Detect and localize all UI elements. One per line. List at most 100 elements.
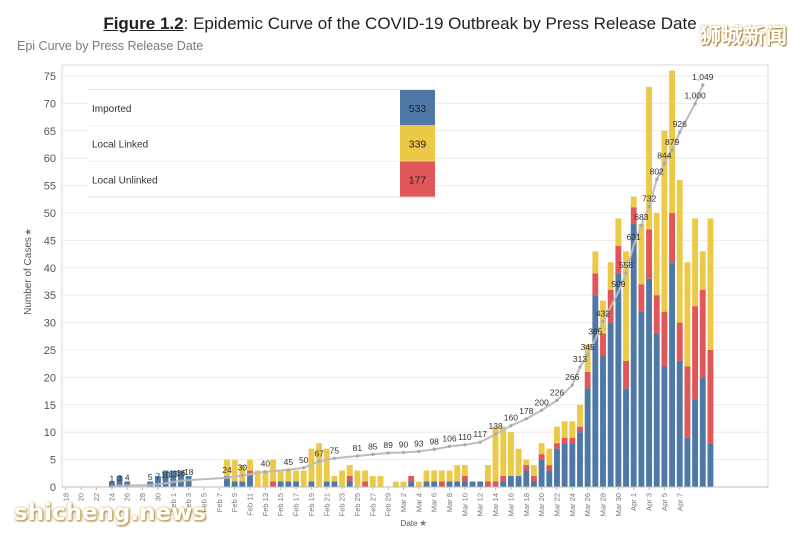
x-tick-label: Feb 17 — [292, 493, 301, 516]
bar-local-linked — [247, 459, 253, 471]
x-tick-label: Apr 1 — [629, 493, 638, 511]
cumulative-point — [540, 408, 544, 412]
bar-local-linked — [277, 470, 284, 482]
bars — [108, 70, 714, 487]
cumulative-point — [179, 479, 183, 483]
legend-row — [88, 90, 436, 126]
x-axis-pin-icon: ★ — [419, 519, 427, 529]
bar-local-unlinked — [684, 366, 691, 438]
cumulative-label: 18 — [184, 467, 194, 477]
bar-imported — [178, 470, 184, 487]
cumulative-point — [678, 130, 682, 134]
bar-local-unlinked — [653, 295, 660, 334]
cumulative-label: 200 — [535, 397, 549, 407]
bar-imported — [454, 481, 461, 487]
bar-local-unlinked — [492, 481, 499, 487]
bar-imported — [277, 481, 284, 487]
bar-local-linked — [538, 443, 545, 455]
bar-imported — [531, 481, 537, 487]
cumulative-label: 313 — [573, 354, 587, 364]
cumulative-label: 226 — [550, 387, 564, 397]
cumulative-label: 50 — [299, 455, 309, 465]
bar-local-linked — [392, 481, 399, 487]
cumulative-label: 5 — [148, 472, 153, 482]
x-tick-label: Feb 21 — [322, 493, 331, 516]
cumulative-label: 631 — [627, 232, 641, 242]
x-tick-label: Feb 15 — [276, 493, 285, 516]
bar-imported — [308, 481, 315, 487]
bar-local-linked — [262, 470, 269, 487]
x-tick-label: Apr 7 — [675, 493, 684, 511]
cumulative-label: 93 — [414, 438, 424, 448]
x-tick-label: Feb 9 — [230, 493, 239, 512]
bar-local-linked — [546, 448, 553, 466]
x-tick-label: Mar 20 — [537, 493, 546, 516]
cumulative-label: 85 — [368, 441, 378, 451]
x-tick-label: 30 — [153, 493, 162, 501]
x-tick-label: 26 — [123, 493, 132, 501]
cumulative-point — [355, 454, 359, 458]
bar-local-linked — [331, 476, 338, 482]
legend-row — [88, 161, 436, 198]
bar-local-unlinked — [638, 284, 645, 312]
x-tick-label: Feb 29 — [384, 493, 393, 516]
bar-local-linked — [285, 470, 292, 482]
cumulative-label: 81 — [353, 443, 363, 453]
cumulative-label: 75 — [330, 445, 340, 455]
cumulative-point — [148, 483, 152, 487]
x-tick-label: Mar 12 — [476, 493, 485, 516]
cumulative-label: 683 — [634, 212, 648, 222]
cumulative-label: 10 — [161, 470, 171, 480]
cumulative-label: 1,000 — [684, 91, 706, 101]
legend: Imported 533 Local Linked 339 Local Unlinked… — [88, 89, 436, 198]
bar-local-unlinked — [408, 476, 415, 482]
bar-local-linked — [699, 251, 706, 290]
bar-imported — [154, 476, 161, 487]
y-tick-label: 10 — [44, 427, 56, 439]
cumulative-label: 45 — [284, 457, 294, 467]
y-tick-label: 55 — [44, 181, 56, 193]
legend-label: Local Linked — [92, 140, 148, 151]
cumulative-point — [655, 178, 659, 182]
bar-local-linked — [661, 130, 668, 312]
y-tick-label: 15 — [44, 400, 56, 412]
bar-local-unlinked — [707, 349, 714, 444]
cumulative-label: 879 — [665, 137, 679, 147]
bar-imported — [538, 459, 545, 487]
x-tick-label: Feb 5 — [200, 493, 209, 512]
figure-title-text: : Epidemic Curve of the COVID-19 Outbrea… — [183, 14, 697, 33]
y-tick-label: 5 — [50, 455, 56, 467]
bar-imported — [653, 333, 660, 487]
cumulative-point — [371, 452, 375, 456]
cumulative-label: 4 — [125, 473, 130, 483]
bar-local-linked — [569, 421, 576, 438]
cumulative-point — [171, 480, 175, 484]
bar-imported — [431, 481, 438, 487]
x-tick-label: 28 — [138, 493, 147, 501]
cumulative-label: 24 — [222, 465, 232, 475]
bar-local-unlinked — [692, 306, 699, 400]
bar-local-unlinked — [484, 481, 491, 487]
x-tick-label: Feb 25 — [353, 493, 362, 516]
y-tick-label: 25 — [44, 345, 56, 357]
bar-local-unlinked — [523, 465, 530, 471]
x-tick-label: 20 — [77, 493, 86, 501]
x-tick-label: Mar 26 — [583, 493, 592, 516]
cumulative-label: 509 — [611, 279, 625, 289]
bar-imported — [646, 278, 652, 487]
bar-local-unlinked — [438, 481, 445, 487]
bar-local-linked — [692, 218, 699, 307]
bar-imported — [224, 476, 230, 487]
bar-local-linked — [669, 70, 676, 213]
bar-local-linked — [623, 251, 629, 361]
y-tick-label: 75 — [44, 71, 56, 83]
cumulative-label: 138 — [489, 421, 503, 431]
cumulative-point — [386, 451, 390, 455]
x-tick-label: 24 — [107, 493, 116, 501]
bar-imported — [554, 448, 560, 487]
bar-imported — [661, 366, 668, 487]
bar-local-unlinked — [592, 273, 599, 296]
cumulative-line-path — [111, 84, 704, 488]
x-tick-label: Feb 27 — [368, 493, 377, 516]
